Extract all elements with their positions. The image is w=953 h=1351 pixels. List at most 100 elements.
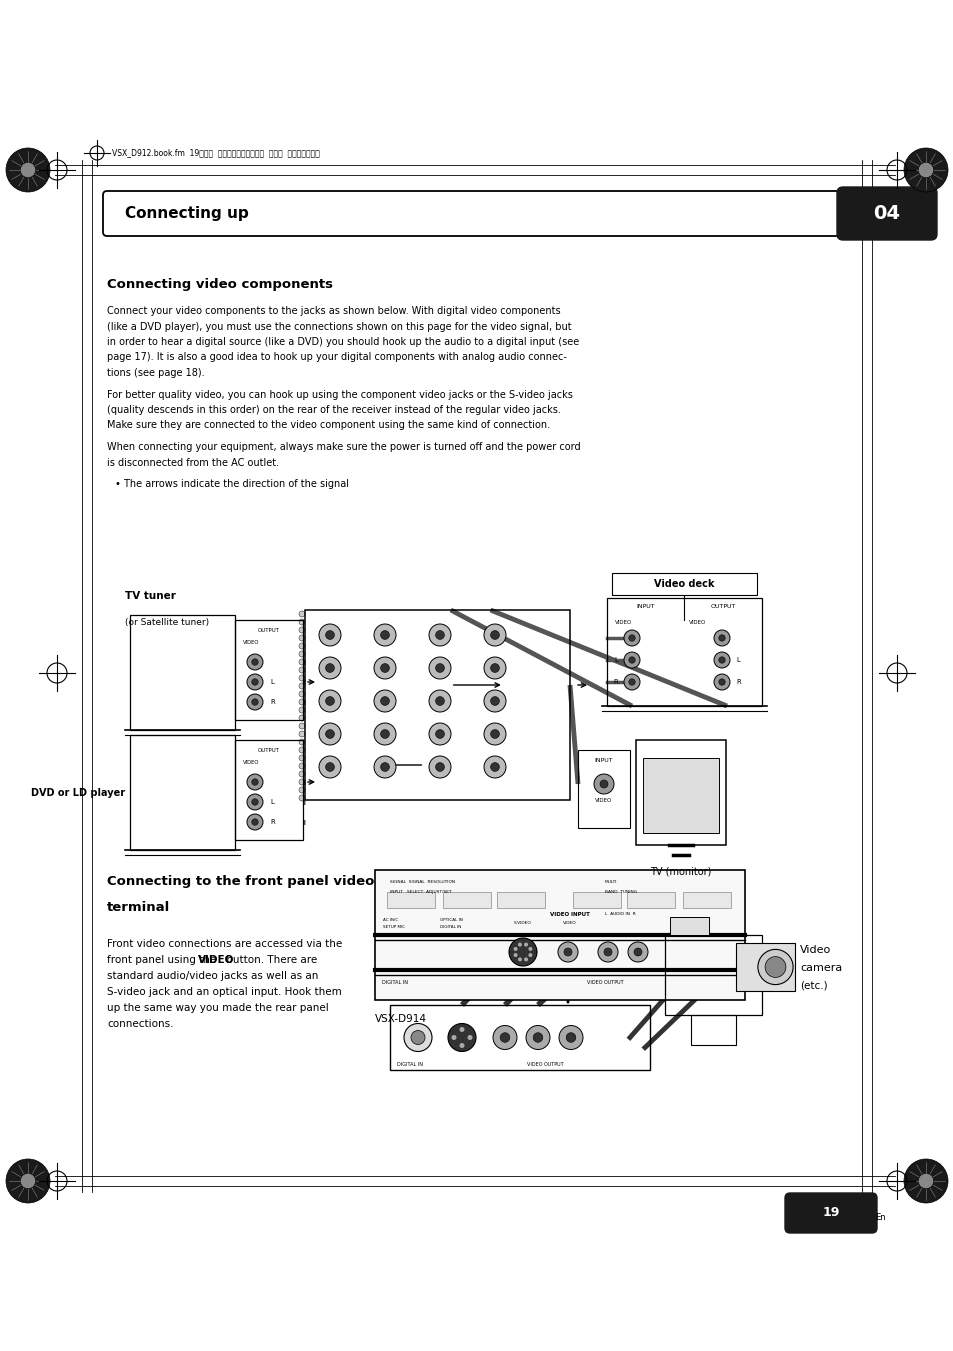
Text: tions (see page 18).: tions (see page 18). [107, 367, 204, 378]
Circle shape [918, 1173, 933, 1189]
Text: (etc.): (etc.) [800, 981, 827, 992]
Text: INPUT   SELECT  ADJUST/SET: INPUT SELECT ADJUST/SET [390, 890, 451, 894]
Circle shape [380, 631, 389, 639]
Text: L: L [270, 798, 274, 805]
Circle shape [298, 635, 305, 640]
Circle shape [298, 690, 305, 697]
Circle shape [298, 707, 305, 713]
Circle shape [252, 678, 258, 685]
Circle shape [634, 948, 641, 957]
Circle shape [623, 674, 639, 690]
Circle shape [483, 624, 505, 646]
Text: Connect your video components to the jacks as shown below. With digital video co: Connect your video components to the jac… [107, 305, 560, 316]
Circle shape [298, 715, 305, 721]
Circle shape [918, 162, 933, 178]
Circle shape [533, 1032, 542, 1043]
Circle shape [325, 762, 335, 771]
Circle shape [599, 780, 607, 788]
Text: VIDEO INPUT: VIDEO INPUT [550, 912, 589, 916]
Circle shape [298, 788, 305, 793]
Text: Video deck: Video deck [654, 580, 714, 589]
Circle shape [252, 819, 258, 825]
Circle shape [513, 952, 517, 957]
Circle shape [490, 697, 498, 705]
Circle shape [318, 757, 340, 778]
Bar [130, 615, 234, 730]
Circle shape [298, 667, 305, 673]
Bar [387, 892, 435, 908]
Bar [612, 573, 757, 594]
Text: OPTICAL IN: OPTICAL IN [439, 917, 462, 921]
Text: SIGNAL  SIGNAL  RESOLUTION: SIGNAL SIGNAL RESOLUTION [390, 880, 455, 884]
Text: R: R [613, 680, 618, 685]
Text: DIGITAL IN: DIGITAL IN [396, 1062, 422, 1066]
Circle shape [374, 657, 395, 680]
Circle shape [298, 619, 305, 626]
Circle shape [558, 1025, 582, 1050]
Text: VIDEO OUTPUT: VIDEO OUTPUT [586, 981, 622, 985]
Circle shape [628, 657, 635, 663]
Circle shape [429, 657, 451, 680]
Circle shape [325, 663, 335, 673]
Text: (like a DVD player), you must use the connections shown on this page for the vid: (like a DVD player), you must use the co… [107, 322, 571, 331]
Text: R: R [270, 698, 274, 705]
Circle shape [528, 952, 532, 957]
Text: DIGITAL IN: DIGITAL IN [439, 925, 460, 929]
Text: INPUT: INPUT [594, 758, 613, 762]
Bar [736, 943, 794, 992]
Bar [642, 758, 719, 834]
Bar [690, 1015, 736, 1046]
Text: En: En [874, 1213, 884, 1223]
Circle shape [436, 762, 444, 771]
Circle shape [6, 149, 50, 192]
Circle shape [298, 763, 305, 769]
Circle shape [490, 730, 498, 739]
Text: (or Satellite tuner): (or Satellite tuner) [125, 617, 209, 627]
Circle shape [429, 723, 451, 744]
Circle shape [429, 757, 451, 778]
Text: L  AUDIO IN  R: L AUDIO IN R [604, 912, 635, 916]
Bar [305, 611, 569, 800]
Circle shape [525, 1025, 550, 1050]
Circle shape [517, 943, 521, 947]
Circle shape [318, 657, 340, 680]
Circle shape [757, 950, 792, 985]
Circle shape [247, 774, 263, 790]
Circle shape [713, 674, 729, 690]
Text: connections.: connections. [107, 1019, 173, 1029]
Circle shape [436, 697, 444, 705]
Text: VIDEO: VIDEO [243, 639, 259, 644]
Circle shape [252, 778, 258, 785]
Circle shape [403, 1024, 432, 1051]
Text: terminal: terminal [107, 901, 170, 915]
Circle shape [380, 663, 389, 673]
Circle shape [374, 690, 395, 712]
Circle shape [20, 162, 35, 178]
Text: 19: 19 [821, 1206, 839, 1220]
Text: • The arrows indicate the direction of the signal: • The arrows indicate the direction of t… [115, 480, 349, 489]
Circle shape [298, 643, 305, 648]
Circle shape [483, 723, 505, 744]
Circle shape [374, 757, 395, 778]
Circle shape [718, 657, 724, 663]
Circle shape [298, 684, 305, 689]
Circle shape [252, 698, 258, 705]
Bar [442, 892, 491, 908]
Circle shape [252, 659, 258, 665]
Circle shape [499, 1032, 509, 1043]
Circle shape [713, 630, 729, 646]
Bar [636, 740, 725, 844]
Text: VIDEO: VIDEO [243, 759, 259, 765]
Circle shape [528, 947, 532, 951]
Circle shape [374, 624, 395, 646]
Circle shape [325, 697, 335, 705]
Bar [234, 620, 303, 720]
Circle shape [318, 723, 340, 744]
Circle shape [298, 676, 305, 681]
Circle shape [298, 611, 305, 617]
Text: 04: 04 [873, 204, 900, 223]
Circle shape [374, 723, 395, 744]
Bar [390, 1005, 649, 1070]
Circle shape [247, 694, 263, 711]
Bar [578, 750, 629, 828]
